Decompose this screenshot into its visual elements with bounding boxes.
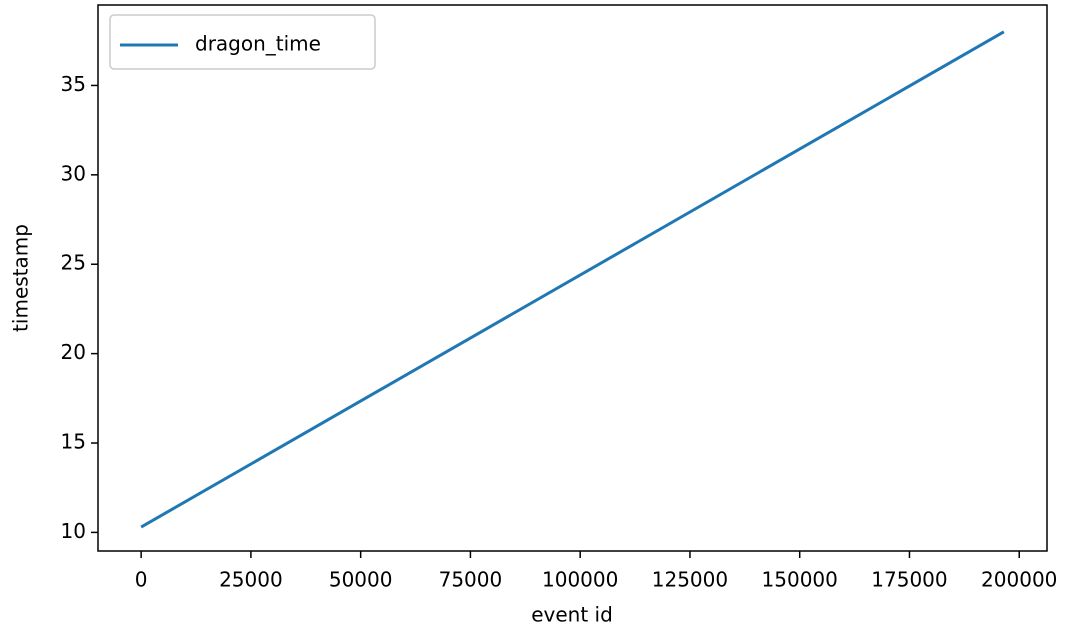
legend-label: dragon_time <box>195 32 321 56</box>
y-tick-label: 35 <box>61 72 86 96</box>
y-tick-label: 20 <box>61 340 86 364</box>
x-tick-label: 100000 <box>542 568 618 592</box>
y-tick-label: 25 <box>61 251 86 275</box>
axes-frame <box>97 4 1048 552</box>
x-tick-label: 150000 <box>762 568 838 592</box>
x-tick-label: 50000 <box>329 568 393 592</box>
series-line <box>140 30 1005 529</box>
x-tick-label: 0 <box>135 568 148 592</box>
y-axis-label: timestamp <box>9 224 33 332</box>
y-tick-label: 10 <box>61 519 86 543</box>
y-tick-label: 30 <box>61 161 86 185</box>
x-tick-label: 125000 <box>652 568 728 592</box>
x-tick-label: 75000 <box>439 568 503 592</box>
legend-box <box>109 14 376 70</box>
x-axis-label: event id <box>531 603 613 627</box>
x-tick-label: 175000 <box>871 568 947 592</box>
y-tick-label: 15 <box>61 430 86 454</box>
x-tick-label: 25000 <box>219 568 283 592</box>
x-tick-label: 200000 <box>981 568 1057 592</box>
